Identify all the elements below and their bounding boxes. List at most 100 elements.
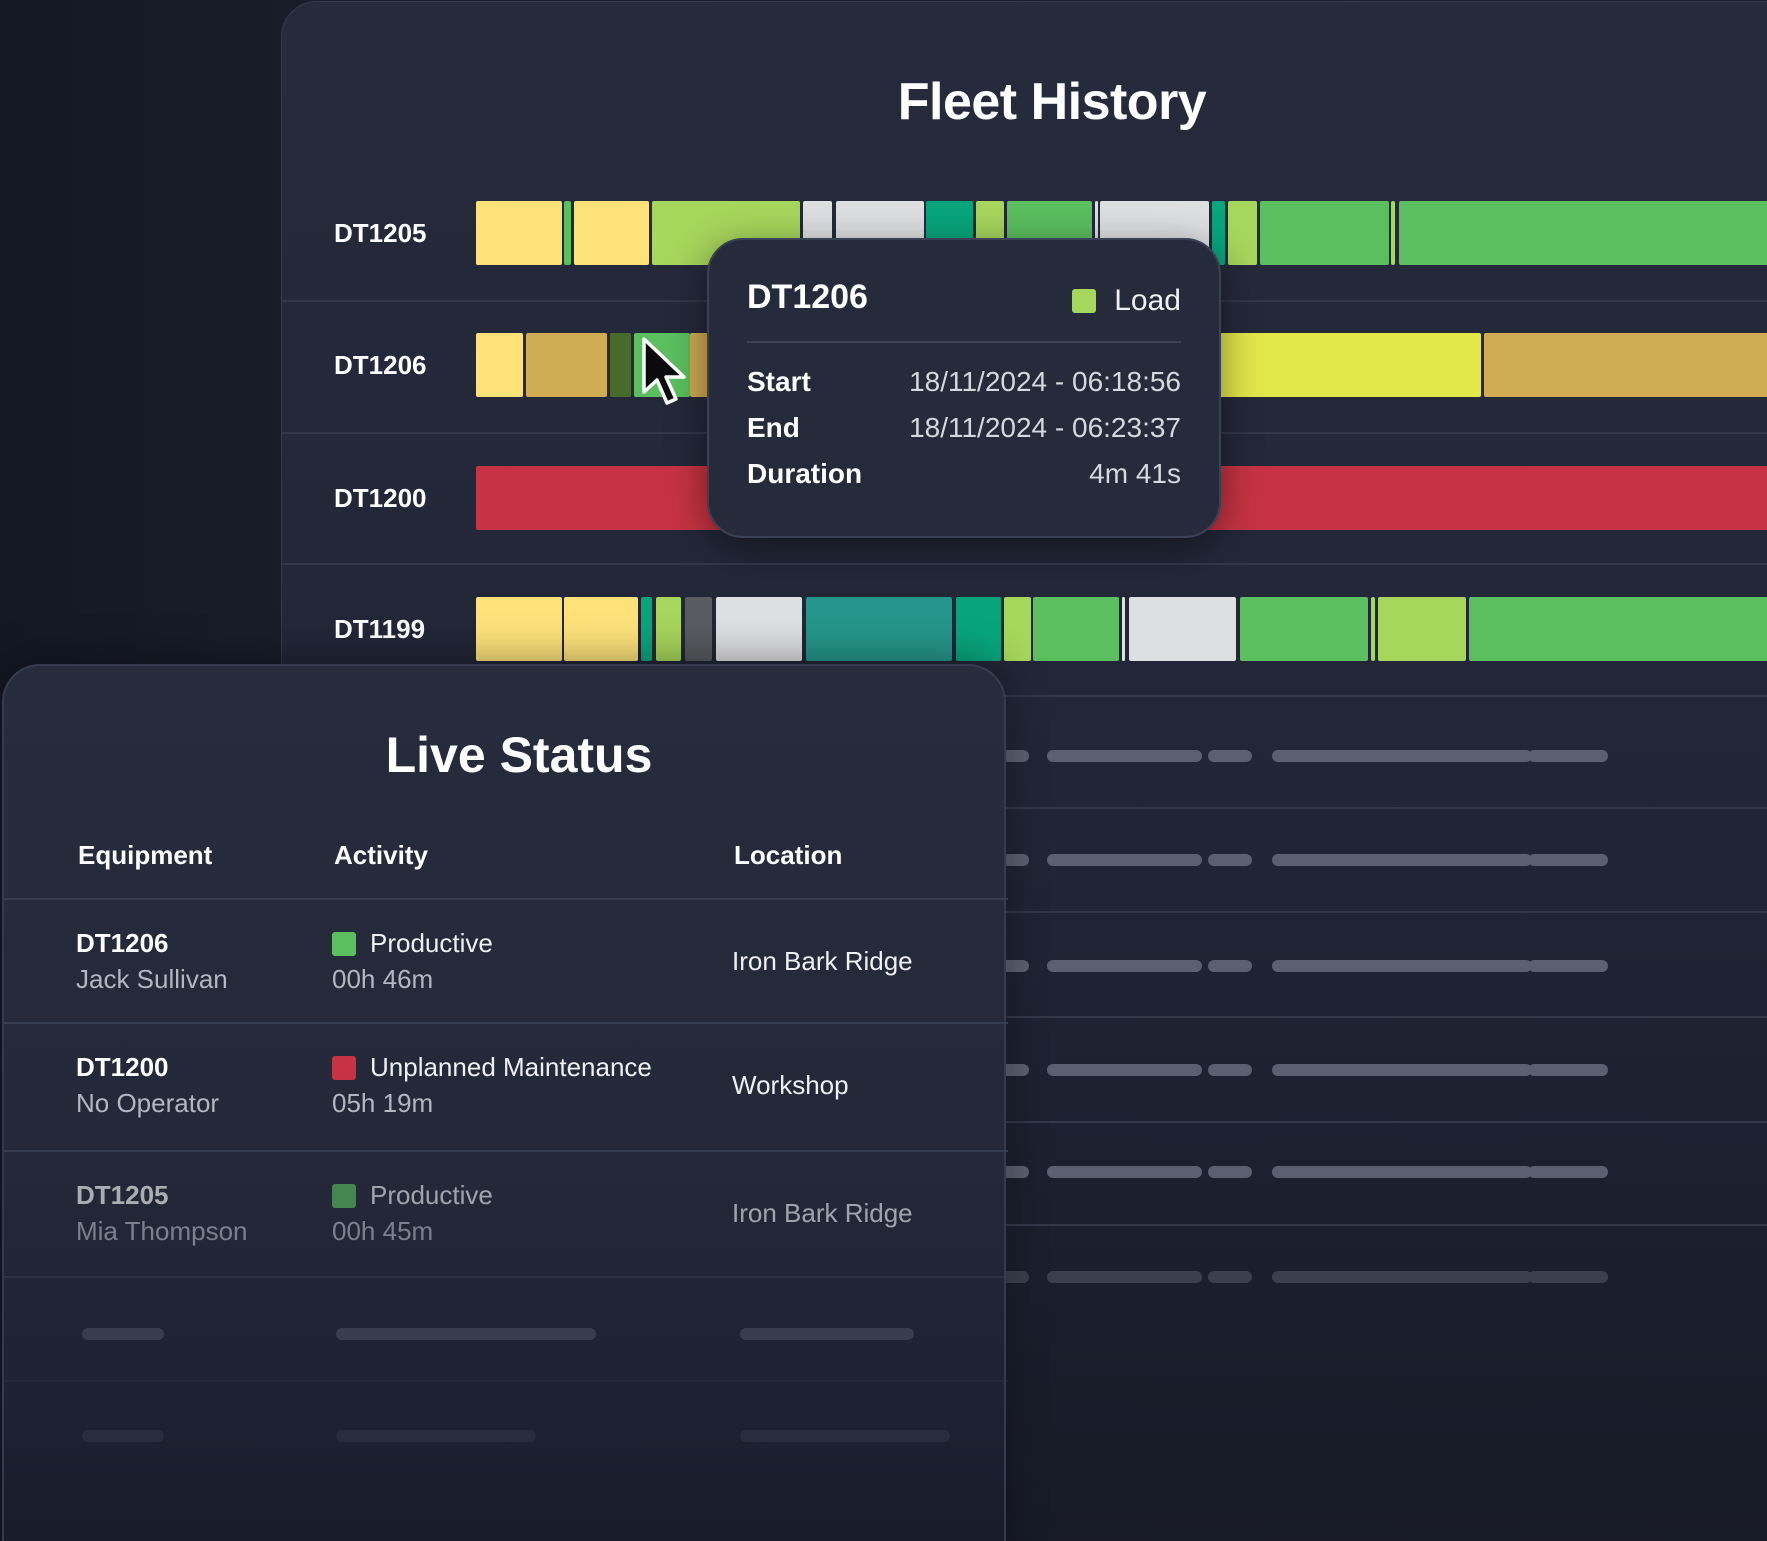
row-location: Workshop [732, 1070, 849, 1100]
timeline-segment[interactable] [1033, 597, 1120, 661]
skeleton-bar [1528, 1166, 1608, 1178]
row-duration: 00h 46m [332, 964, 434, 994]
timeline-segment[interactable] [1121, 597, 1125, 661]
row-divider [282, 911, 1767, 913]
row-divider [282, 695, 1767, 697]
timeline-segment[interactable] [1239, 597, 1369, 661]
timeline-segment[interactable] [564, 597, 639, 661]
timeline-segment[interactable] [1095, 201, 1098, 265]
timeline-segment[interactable] [1003, 597, 1031, 661]
timeline-segment[interactable] [476, 201, 562, 265]
column-header-equipment[interactable]: Equipment [78, 840, 213, 870]
row-divider [282, 807, 1767, 809]
segment-tooltip: DT1206 Load Start 18/11/2024 - 06:18:56 … [707, 238, 1221, 538]
track-bar[interactable] [476, 597, 1767, 661]
row-activity: Unplanned Maintenance [332, 1052, 652, 1083]
timeline-segment[interactable] [564, 201, 572, 265]
track-label: DT1205 [334, 218, 427, 248]
row-operator: Mia Thompson [76, 1216, 248, 1246]
tooltip-divider [747, 341, 1181, 343]
timeline-segment[interactable] [655, 597, 681, 661]
timeline-segment[interactable] [1371, 597, 1376, 661]
skeleton-bar [1047, 750, 1202, 762]
table-row[interactable]: DT1205 Mia Thompson Productive 00h 45m I… [4, 1152, 1008, 1274]
timeline-segment[interactable] [476, 597, 562, 661]
live-status-panel: Live Status Equipment Activity Location … [2, 664, 1008, 1541]
tooltip-activity: Load [1114, 284, 1181, 317]
tooltip-equipment: DT1206 [747, 278, 868, 316]
timeline-segment[interactable] [1211, 201, 1226, 265]
timeline-segment[interactable] [1377, 597, 1467, 661]
row-divider [282, 563, 1767, 565]
fleet-history-title: Fleet History [897, 73, 1207, 131]
skeleton-bar [1208, 960, 1252, 972]
timeline-segment[interactable] [573, 201, 649, 265]
row-activity-label: Productive [370, 928, 493, 958]
table-divider [4, 1150, 1008, 1152]
row-equipment: DT1205 [76, 1180, 169, 1210]
table-divider [4, 1276, 1008, 1278]
skeleton-bar [1047, 1271, 1202, 1283]
timeline-segment[interactable] [640, 597, 652, 661]
row-divider [282, 1224, 1767, 1226]
timeline-segment[interactable] [1399, 201, 1767, 265]
table-divider [4, 898, 1008, 900]
row-activity: Productive [332, 928, 493, 959]
skeleton-bar [1528, 1271, 1608, 1283]
column-header-activity[interactable]: Activity [334, 840, 428, 870]
skeleton-bar [1208, 1271, 1252, 1283]
timeline-segment[interactable] [1227, 201, 1258, 265]
track-label: DT1200 [334, 483, 427, 513]
row-divider [282, 1016, 1767, 1018]
skeleton-bar [336, 1430, 536, 1442]
skeleton-bar [336, 1328, 596, 1340]
column-header-location[interactable]: Location [734, 840, 843, 870]
skeleton-bar [740, 1328, 914, 1340]
timeline-segment[interactable] [715, 597, 802, 661]
row-location: Iron Bark Ridge [732, 1198, 913, 1228]
skeleton-bar [1047, 854, 1202, 866]
timeline-segment[interactable] [610, 333, 632, 397]
tooltip-duration-row: Duration 4m 41s [747, 458, 1181, 498]
timeline-segment[interactable] [685, 597, 712, 661]
skeleton-bar [1272, 1271, 1532, 1283]
row-operator: Jack Sullivan [76, 964, 228, 994]
table-row[interactable]: DT1200 No Operator Unplanned Maintenance… [4, 1024, 1008, 1146]
row-divider [282, 1121, 1767, 1123]
skeleton-bar [1272, 750, 1532, 762]
skeleton-bar [1272, 960, 1532, 972]
row-duration: 05h 19m [332, 1088, 434, 1118]
skeleton-bar [1528, 854, 1608, 866]
tooltip-activity-legend: Load [1072, 284, 1181, 318]
timeline-segment[interactable] [1483, 333, 1767, 397]
row-activity-label: Productive [370, 1180, 493, 1210]
timeline-segment[interactable] [1391, 201, 1396, 265]
skeleton-bar [82, 1328, 164, 1340]
tooltip-end-value: 18/11/2024 - 06:23:37 [909, 412, 1181, 443]
timeline-segment[interactable] [1208, 333, 1481, 397]
timeline-segment[interactable] [805, 597, 952, 661]
tooltip-duration-label: Duration [747, 458, 863, 489]
timeline-segment[interactable] [476, 333, 523, 397]
skeleton-bar [740, 1430, 950, 1442]
table-row[interactable]: DT1206 Jack Sullivan Productive 00h 46m … [4, 900, 1008, 1022]
arrow-cursor-icon [642, 337, 686, 405]
activity-swatch-icon [332, 931, 356, 956]
row-activity-label: Unplanned Maintenance [370, 1052, 652, 1082]
table-divider [4, 1022, 1008, 1024]
row-equipment: DT1206 [76, 928, 169, 958]
row-duration: 00h 45m [332, 1216, 434, 1246]
skeleton-bar [1047, 1166, 1202, 1178]
skeleton-bar [1047, 960, 1202, 972]
timeline-segment[interactable] [1259, 201, 1389, 265]
timeline-segment[interactable] [955, 597, 1002, 661]
timeline-segment[interactable] [525, 333, 608, 397]
skeleton-bar [1528, 750, 1608, 762]
tooltip-start-row: Start 18/11/2024 - 06:18:56 [747, 366, 1181, 406]
skeleton-bar [1528, 1064, 1608, 1076]
timeline-segment[interactable] [1128, 597, 1236, 661]
skeleton-bar [1272, 1064, 1532, 1076]
tooltip-start-label: Start [747, 366, 811, 397]
timeline-segment[interactable] [1468, 597, 1767, 661]
